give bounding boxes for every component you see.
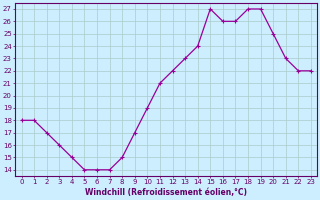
X-axis label: Windchill (Refroidissement éolien,°C): Windchill (Refroidissement éolien,°C) (85, 188, 247, 197)
